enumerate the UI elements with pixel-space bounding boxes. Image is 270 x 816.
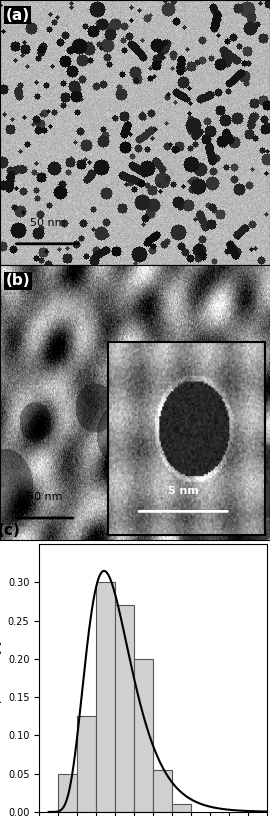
Text: (b): (b) xyxy=(5,273,30,288)
Bar xyxy=(172,805,191,812)
Text: 50 nm: 50 nm xyxy=(29,218,65,228)
Text: (a): (a) xyxy=(5,8,29,23)
Text: 50 nm: 50 nm xyxy=(27,491,62,502)
Bar xyxy=(58,774,77,812)
Bar xyxy=(134,659,153,812)
Bar xyxy=(153,769,172,812)
Bar xyxy=(77,716,96,812)
Bar xyxy=(115,605,134,812)
Y-axis label: Population [-]: Population [-] xyxy=(0,641,2,716)
Bar xyxy=(96,583,115,812)
Text: (c): (c) xyxy=(0,523,21,538)
